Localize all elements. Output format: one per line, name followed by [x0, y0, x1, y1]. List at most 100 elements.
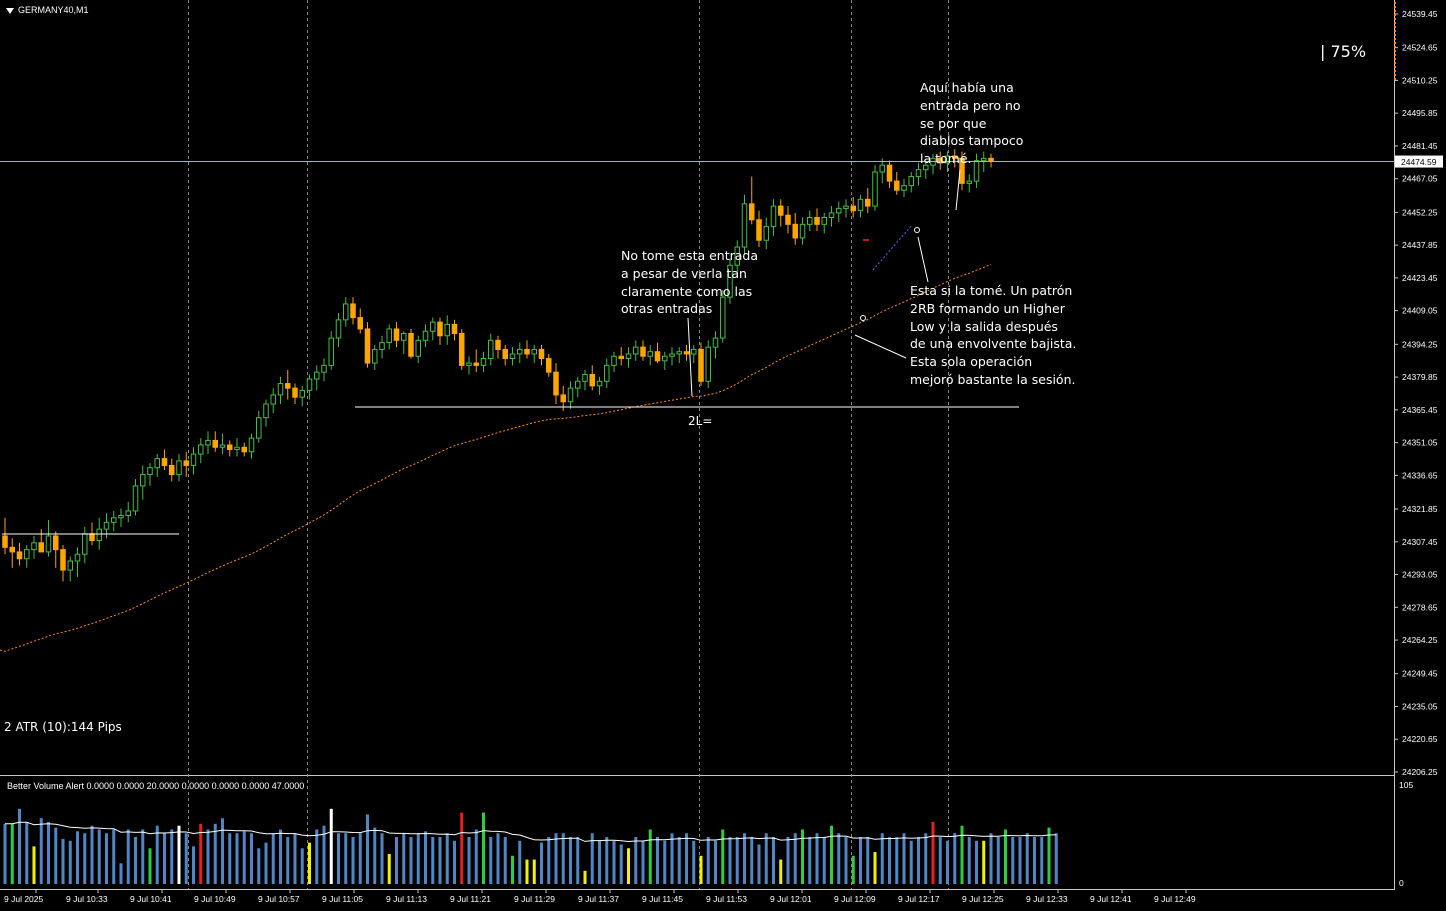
candle-body-bear — [937, 157, 943, 164]
volume-bar — [416, 833, 420, 884]
moving-average — [0, 264, 992, 652]
volume-bar — [721, 829, 725, 884]
current-price-label: 24474.59 — [1401, 157, 1437, 167]
candle-body-bear — [473, 362, 479, 366]
scale-marker — [1394, 46, 1396, 48]
volume-bar — [793, 833, 797, 884]
candle-body-bull — [125, 510, 131, 517]
volume-bar — [373, 827, 377, 884]
volume-bar — [750, 837, 754, 884]
time-tick-label: 9 Jul 2025 — [4, 894, 43, 904]
candle-body-bull — [575, 380, 581, 389]
volume-bar — [199, 823, 203, 884]
candle-body-bull — [705, 346, 711, 382]
candle-body-bull — [828, 212, 835, 218]
volume-bar — [699, 855, 703, 884]
candle-body-bull — [669, 353, 675, 357]
volume-bar — [184, 833, 188, 884]
annotation-taken-trade: Esta si la tomé. Un patrón 2RB formando … — [910, 283, 1077, 387]
candle-body-bull — [944, 155, 951, 164]
volume-bar — [1025, 833, 1029, 884]
volume-bar — [830, 825, 833, 884]
candle-body-bull — [96, 528, 102, 542]
candle-body-bull — [270, 394, 276, 405]
price-time-axis: 24539.45 24524.65 24510.25 24495.85 24481.45… — [4, 2, 1443, 904]
candle-body-bull — [386, 328, 392, 344]
volume-bar — [148, 848, 152, 884]
time-tick-label: 9 Jul 10:41 — [130, 894, 172, 904]
drawing-objects — [0, 161, 1394, 535]
volume-bar — [866, 837, 870, 884]
candle-body-bull — [966, 180, 972, 184]
candle-body-bull — [132, 485, 139, 512]
volume-bar — [402, 833, 406, 884]
volume-bar — [975, 840, 978, 884]
volume-bar — [424, 831, 427, 884]
volume-bar — [873, 852, 877, 884]
volume-bar — [1004, 829, 1007, 884]
price-tick-label: 24481.45 — [1402, 141, 1438, 151]
scale-marker — [1394, 50, 1396, 52]
candle-body-bull — [691, 348, 697, 355]
scale-marker — [1394, 42, 1396, 44]
candle-body-bull — [509, 353, 516, 360]
symbol-header[interactable]: GERMANY40,M1 — [6, 5, 89, 15]
volume-bar — [670, 833, 674, 884]
time-tick-label: 9 Jul 10:33 — [66, 894, 108, 904]
price-tick-label: 24379.85 — [1402, 372, 1438, 382]
candle-body-bear — [850, 205, 856, 212]
volume-bar — [547, 837, 551, 884]
pointer-line — [917, 236, 929, 283]
volume-bar — [924, 833, 928, 884]
price-tick-label: 24495.85 — [1402, 108, 1438, 118]
candle-body-bear — [785, 214, 791, 225]
candle-body-bull — [234, 446, 240, 451]
candle-body-bull — [915, 169, 922, 178]
volume-bar — [1040, 837, 1044, 884]
scale-marker — [1394, 70, 1396, 72]
volume-bar — [953, 833, 957, 884]
time-tick-label: 9 Jul 12:33 — [1026, 894, 1068, 904]
scale-marker — [1394, 38, 1396, 40]
volume-bar — [851, 855, 855, 884]
volume-bar — [76, 831, 79, 884]
volume-bar — [989, 833, 993, 884]
volume-bar — [366, 814, 369, 884]
symbol-label: GERMANY40,M1 — [18, 5, 89, 15]
time-tick-label: 9 Jul 12:41 — [1090, 894, 1132, 904]
volume-bar — [474, 829, 478, 884]
candle-body-bull — [430, 321, 436, 332]
candle-body-bull — [901, 185, 907, 191]
candle-body-bull — [45, 535, 52, 553]
volume-bar — [895, 837, 899, 884]
chart-grid — [0, 0, 1395, 890]
collapse-triangle-icon[interactable] — [6, 7, 14, 14]
volume-bar — [815, 833, 819, 884]
volume-bar — [257, 848, 261, 884]
price-tick-label: 24524.65 — [1402, 43, 1438, 53]
volume-indicator-title: Better Volume Alert 0.0000 0.0000 20.000… — [7, 781, 305, 791]
candle-body-bull — [256, 417, 262, 439]
volume-bar — [532, 859, 536, 884]
candle-body-bear — [53, 535, 59, 551]
price-tick-label: 24452.25 — [1402, 207, 1438, 217]
scale-marker — [1394, 30, 1396, 32]
candle-body-bear — [495, 339, 501, 350]
candle-body-bull — [799, 223, 806, 239]
volume-bar — [1047, 827, 1051, 884]
volume-bar — [808, 837, 812, 884]
scale-marker — [1394, 78, 1396, 80]
volume-bar — [837, 833, 841, 884]
volume-bar — [329, 808, 333, 884]
price-tick-label: 24293.05 — [1402, 570, 1438, 580]
candle-body-bear — [60, 549, 66, 571]
scale-marker — [1394, 22, 1396, 24]
candle-body-bear — [364, 328, 371, 364]
volume-bar — [467, 837, 471, 884]
candle-body-bull — [74, 553, 81, 562]
volume-bar — [503, 837, 507, 884]
volume-scale-top: 105 — [1399, 780, 1413, 790]
volume-bar — [438, 837, 442, 884]
candle-body-bear — [952, 155, 958, 159]
